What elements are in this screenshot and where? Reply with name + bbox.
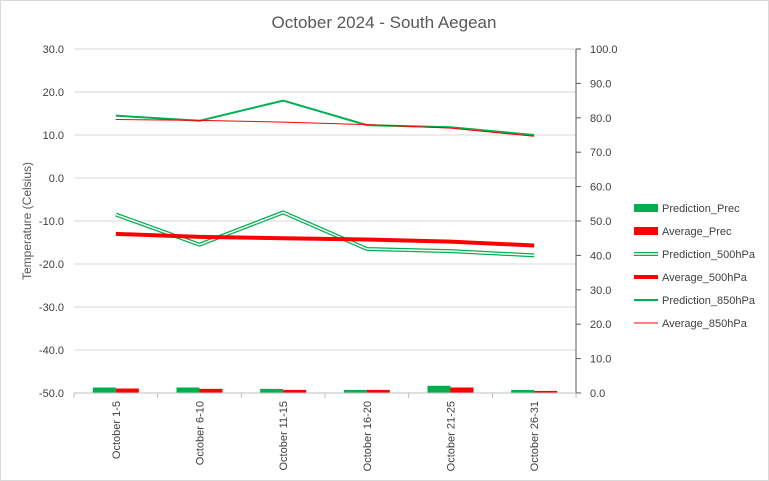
bar-average-prec (115, 388, 139, 393)
y-left-tick-label: 10.0 (43, 130, 64, 142)
y-right-tick-label: 40.0 (590, 250, 611, 262)
y-left-tick-label: -40.0 (39, 345, 64, 357)
legend-prediction-prec-swatch (634, 204, 658, 212)
y-right-tick-label: 60.0 (590, 182, 611, 194)
axes-group: -50.0 -40.0 -30.0 -20.0 -10.0 0.0 10.0 20.0 30.0… (39, 44, 618, 471)
bar-average-prec (534, 390, 558, 393)
y-right-tick-label: 0.0 (590, 388, 605, 400)
line-average-850hpa (115, 119, 535, 137)
legend-average-850hpa-label: Average_850hPa (662, 318, 748, 330)
y-axis-label: Temperature (Celsius) (20, 162, 34, 280)
y-left-tick-label: -10.0 (39, 216, 64, 228)
x-tick-label: October 16-20 (362, 401, 374, 471)
line-prediction-500hpa (115, 210, 535, 258)
y-right-tick-label: 30.0 (590, 285, 611, 297)
bar-prediction-prec (176, 387, 200, 393)
legend-average-prec-swatch (634, 227, 658, 235)
y-left-tick-label: 0.0 (49, 173, 64, 185)
x-tick-label: October 11-15 (278, 401, 290, 471)
bar-prediction-prec (427, 385, 451, 393)
bar-prediction-prec (92, 387, 116, 393)
bar-prediction-prec (260, 388, 284, 393)
bar-average-prec (283, 389, 307, 393)
x-tick-label: October 6-10 (195, 401, 207, 465)
line-average-500hpa (115, 231, 535, 248)
bar-prediction-prec (511, 389, 535, 393)
y-right-tick-label: 50.0 (590, 216, 611, 228)
bar-average-prec (450, 387, 474, 393)
y-left-tick-label: -50.0 (39, 388, 64, 400)
y-left-tick-label: 20.0 (43, 87, 64, 99)
x-tick-label: October 21-25 (446, 401, 458, 471)
x-tick-label: October 1-5 (111, 401, 123, 459)
lines-group (115, 99, 535, 258)
legend-prediction-850hpa-label: Prediction_850hPa (662, 295, 756, 307)
y-right-tick-label: 20.0 (590, 319, 611, 331)
bars-group (92, 385, 558, 393)
legend-average-prec-label: Average_Prec (662, 226, 732, 238)
x-tick-label: October 26-31 (529, 401, 541, 471)
bar-prediction-prec (343, 389, 367, 393)
bar-average-prec (199, 388, 223, 393)
legend-prediction-prec-label: Prediction_Prec (662, 203, 740, 215)
bar-average-prec (366, 389, 390, 393)
legend-average-500hpa-label: Average_500hPa (662, 272, 748, 284)
y-right-tick-label: 80.0 (590, 113, 611, 125)
legend-prediction-500hpa-label: Prediction_500hPa (662, 249, 756, 261)
y-left-tick-label: 30.0 (43, 44, 64, 56)
line-prediction-500hpa-inner (115, 211, 535, 257)
chart-title: October 2024 - South Aegean (272, 13, 497, 32)
legend: Prediction_Prec Average_Prec Prediction_50… (634, 203, 756, 330)
y-left-tick-label: -30.0 (39, 302, 64, 314)
y-right-tick-label: 10.0 (590, 354, 611, 366)
y-right-tick-label: 100.0 (590, 44, 618, 56)
y-right-tick-label: 90.0 (590, 78, 611, 90)
gridlines (74, 48, 576, 394)
y-left-tick-label: -20.0 (39, 259, 64, 271)
y-right-tick-label: 70.0 (590, 147, 611, 159)
